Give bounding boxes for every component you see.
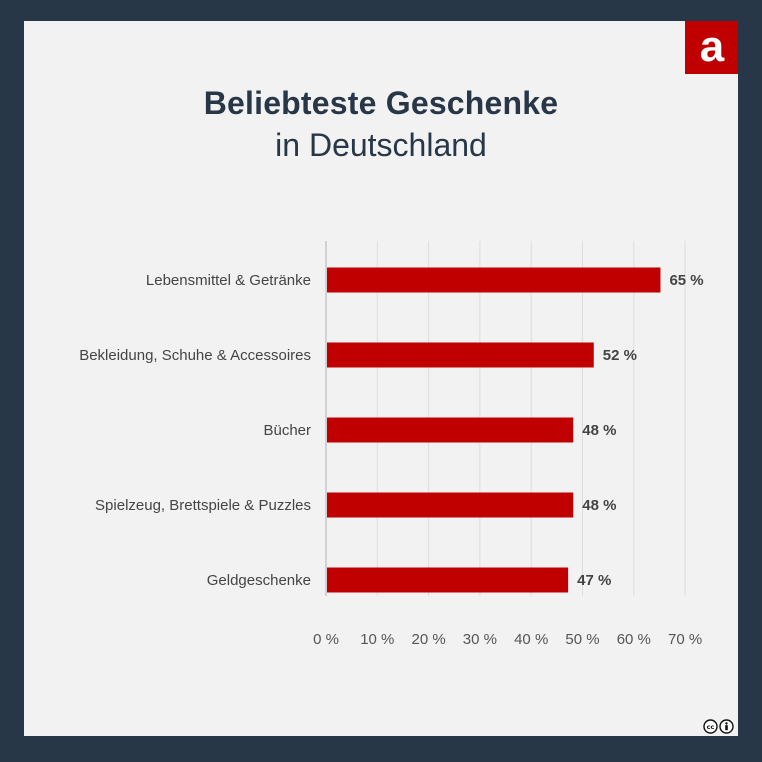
category-label: Geldgeschenke: [207, 572, 311, 589]
bar-chart: 0 % 10 % 20 % 30 % 40 % 50 % 60 % 70 % Lebensmit…: [79, 241, 704, 648]
cc-icon: cc: [703, 719, 718, 734]
license-badges: cc: [703, 719, 734, 734]
data-label: 52 %: [603, 347, 637, 364]
chart-title: Beliebteste Geschenke: [203, 85, 559, 121]
brand-logo: a: [685, 21, 738, 74]
bar: [327, 417, 574, 443]
category-label: Bücher: [263, 422, 311, 439]
x-tick-label: 0 %: [313, 631, 339, 648]
attribution-icon: [719, 719, 734, 734]
x-tick-label: 30 %: [463, 631, 497, 648]
x-tick-label: 10 %: [360, 631, 394, 648]
svg-text:cc: cc: [707, 723, 715, 731]
data-label: 48 %: [582, 497, 616, 514]
data-label: 48 %: [582, 422, 616, 439]
category-label: Bekleidung, Schuhe & Accessoires: [79, 347, 311, 364]
x-tick-label: 20 %: [411, 631, 445, 648]
bar: [327, 342, 594, 368]
category-label: Lebensmittel & Getränke: [146, 272, 311, 289]
logo-letter-icon: a: [699, 26, 724, 70]
data-label: 65 %: [669, 272, 703, 289]
category-label: Spielzeug, Brettspiele & Puzzles: [95, 497, 311, 514]
infographic-card: a Beliebteste Geschenke in Deutschland 0…: [24, 21, 738, 736]
bar: [327, 567, 569, 593]
x-tick-label: 70 %: [668, 631, 702, 648]
chart-subtitle: in Deutschland: [275, 127, 487, 163]
x-tick-label: 40 %: [514, 631, 548, 648]
x-tick-label: 60 %: [617, 631, 651, 648]
x-tick-label: 50 %: [565, 631, 599, 648]
bar: [327, 492, 574, 518]
svg-text:a: a: [699, 26, 724, 70]
bar: [327, 267, 661, 293]
data-label: 47 %: [577, 572, 611, 589]
